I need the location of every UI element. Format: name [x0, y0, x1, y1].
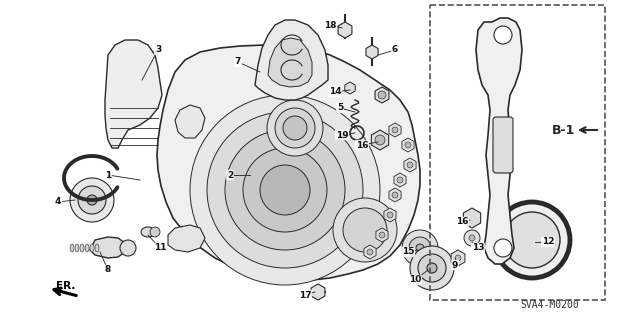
Circle shape: [504, 212, 560, 268]
Text: 6: 6: [392, 46, 398, 55]
Ellipse shape: [141, 227, 155, 237]
Text: 18: 18: [324, 20, 336, 29]
Circle shape: [225, 130, 345, 250]
Text: B-1: B-1: [552, 123, 575, 137]
Polygon shape: [157, 45, 420, 280]
Circle shape: [494, 26, 512, 44]
Text: 15: 15: [402, 248, 414, 256]
Circle shape: [392, 127, 398, 133]
Circle shape: [410, 246, 454, 290]
Text: 12: 12: [541, 238, 554, 247]
Text: 14: 14: [329, 87, 341, 97]
Text: 10: 10: [409, 276, 421, 285]
Ellipse shape: [80, 244, 84, 252]
Circle shape: [190, 95, 380, 285]
Text: 1: 1: [105, 170, 111, 180]
Circle shape: [494, 202, 570, 278]
Circle shape: [283, 116, 307, 140]
Circle shape: [375, 135, 385, 145]
Ellipse shape: [95, 244, 99, 252]
Bar: [430, 5, 605, 300]
Ellipse shape: [75, 244, 79, 252]
Text: SVA4-M0200: SVA4-M0200: [520, 300, 579, 310]
Ellipse shape: [70, 244, 74, 252]
Circle shape: [275, 108, 315, 148]
Polygon shape: [90, 237, 125, 258]
Ellipse shape: [85, 244, 89, 252]
Circle shape: [397, 177, 403, 183]
Circle shape: [494, 239, 512, 257]
Circle shape: [70, 178, 114, 222]
Polygon shape: [476, 18, 522, 264]
Text: 7: 7: [235, 57, 241, 66]
Text: 13: 13: [472, 243, 484, 253]
Circle shape: [407, 162, 413, 168]
Circle shape: [469, 235, 475, 241]
Circle shape: [150, 227, 160, 237]
Circle shape: [243, 148, 327, 232]
Circle shape: [409, 237, 431, 259]
Text: 3: 3: [155, 46, 161, 55]
Text: 19: 19: [336, 130, 348, 139]
Text: 2: 2: [227, 170, 233, 180]
Text: FR.: FR.: [56, 281, 76, 291]
Polygon shape: [105, 40, 162, 148]
Circle shape: [427, 263, 437, 273]
Circle shape: [392, 192, 398, 198]
Circle shape: [343, 208, 387, 252]
Circle shape: [455, 255, 461, 261]
Circle shape: [120, 240, 136, 256]
Circle shape: [405, 142, 411, 148]
Circle shape: [387, 212, 393, 218]
Polygon shape: [255, 20, 328, 100]
Polygon shape: [168, 225, 205, 252]
Circle shape: [379, 232, 385, 238]
Circle shape: [333, 198, 397, 262]
Circle shape: [260, 165, 310, 215]
Circle shape: [402, 230, 438, 266]
Ellipse shape: [90, 244, 94, 252]
Text: 9: 9: [452, 261, 458, 270]
Circle shape: [367, 249, 373, 255]
Polygon shape: [175, 105, 205, 138]
FancyBboxPatch shape: [493, 117, 513, 173]
Circle shape: [207, 112, 363, 268]
Circle shape: [418, 254, 446, 282]
Circle shape: [378, 91, 386, 99]
Polygon shape: [268, 38, 312, 87]
Text: 8: 8: [105, 265, 111, 275]
Circle shape: [416, 244, 424, 252]
Text: 17: 17: [299, 291, 311, 300]
Text: 4: 4: [55, 197, 61, 206]
Text: 16: 16: [356, 140, 368, 150]
Circle shape: [267, 100, 323, 156]
Circle shape: [87, 195, 97, 205]
Text: 5: 5: [337, 103, 343, 113]
Circle shape: [464, 230, 480, 246]
Text: 11: 11: [154, 243, 166, 253]
Circle shape: [78, 186, 106, 214]
Text: 16: 16: [456, 218, 468, 226]
